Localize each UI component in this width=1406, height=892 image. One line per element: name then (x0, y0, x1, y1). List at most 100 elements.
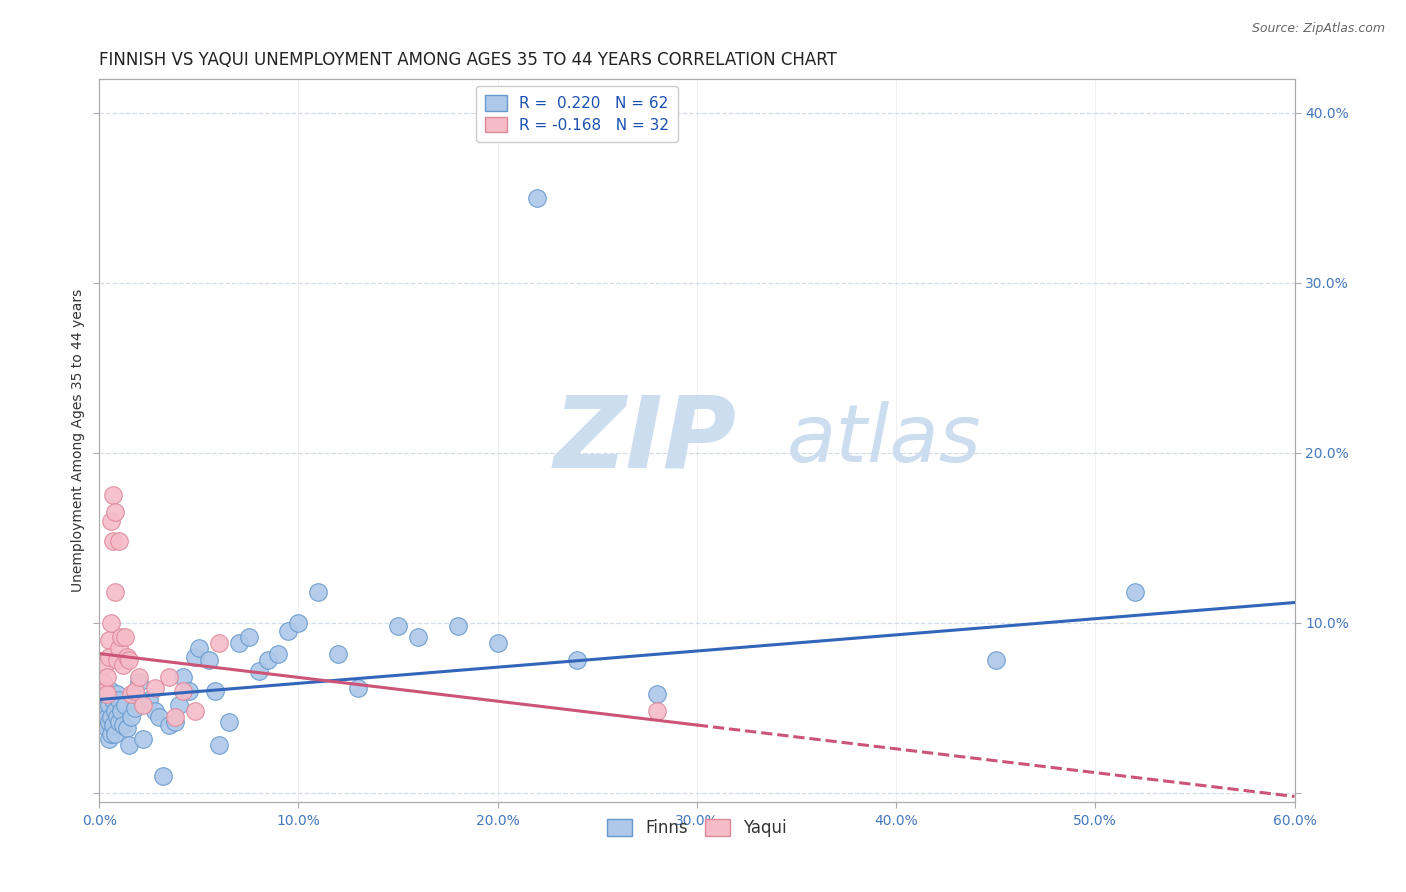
Point (94, 684, 117, 698)
Point (347, 681, 370, 695)
Point (98, 731, 121, 746)
Point (114, 698, 136, 712)
Point (100, 684, 122, 698)
Point (100, 726, 122, 740)
Point (108, 641, 131, 656)
Point (204, 684, 226, 698)
Point (172, 670, 194, 684)
Point (526, 191, 548, 205)
Point (1123, 585, 1146, 599)
Point (645, 705, 668, 719)
Point (104, 505, 127, 519)
Point (108, 534, 131, 549)
Point (115, 722, 138, 736)
Point (167, 698, 190, 712)
Point (118, 653, 141, 667)
Point (132, 698, 155, 712)
Point (94, 658, 117, 673)
Point (96, 722, 118, 736)
Point (218, 714, 240, 729)
Point (307, 585, 329, 599)
Point (208, 739, 231, 753)
Text: ZIP: ZIP (554, 392, 737, 489)
Point (328, 647, 350, 661)
Point (157, 670, 180, 684)
Point (104, 585, 127, 599)
Point (104, 705, 127, 719)
Point (208, 636, 231, 650)
Point (277, 624, 299, 639)
Legend: Finns, Yaqui: Finns, Yaqui (600, 813, 793, 844)
Point (124, 684, 146, 698)
Point (157, 718, 180, 732)
Point (238, 630, 260, 644)
Point (105, 709, 128, 723)
Point (96, 670, 118, 684)
Point (138, 692, 160, 706)
Point (148, 709, 170, 723)
Point (105, 687, 128, 701)
Point (132, 731, 155, 746)
Point (98, 650, 121, 665)
Point (287, 615, 309, 630)
Point (645, 687, 668, 701)
Point (187, 641, 209, 656)
Point (163, 714, 186, 729)
Point (110, 705, 132, 719)
Point (152, 769, 174, 783)
Point (115, 650, 138, 665)
Point (104, 726, 127, 740)
Point (96, 709, 118, 723)
Point (447, 619, 470, 633)
Point (100, 514, 122, 528)
Point (98, 632, 121, 647)
Point (184, 705, 207, 719)
Point (257, 653, 280, 667)
Point (96, 687, 118, 701)
Point (486, 636, 509, 650)
Point (143, 681, 166, 695)
Point (184, 650, 207, 665)
Point (114, 630, 136, 644)
Point (101, 692, 124, 706)
Point (406, 630, 429, 644)
Point (101, 488, 124, 502)
Point (267, 647, 290, 661)
Point (163, 709, 186, 723)
Point (118, 739, 141, 753)
Point (120, 709, 142, 723)
Point (100, 615, 122, 630)
Point (172, 684, 194, 698)
Point (91, 675, 114, 690)
Point (112, 658, 135, 673)
Text: FINNISH VS YAQUI UNEMPLOYMENT AMONG AGES 35 TO 44 YEARS CORRELATION CHART: FINNISH VS YAQUI UNEMPLOYMENT AMONG AGES… (100, 51, 837, 69)
Point (387, 619, 409, 633)
Point (98, 698, 121, 712)
Point (110, 630, 132, 644)
Point (228, 636, 250, 650)
Point (98, 714, 121, 729)
Text: Source: ZipAtlas.com: Source: ZipAtlas.com (1251, 22, 1385, 36)
Point (984, 653, 1007, 667)
Text: atlas: atlas (786, 401, 981, 479)
Point (91, 701, 114, 715)
Point (128, 675, 150, 690)
Point (101, 718, 124, 732)
Point (197, 653, 219, 667)
Point (567, 653, 589, 667)
Point (112, 718, 135, 732)
Point (177, 684, 200, 698)
Point (105, 653, 128, 667)
Point (143, 705, 166, 719)
Point (128, 670, 150, 684)
Point (120, 687, 142, 701)
Point (108, 692, 131, 706)
Point (94, 687, 117, 701)
Point (124, 701, 146, 715)
Point (247, 664, 270, 678)
Point (101, 534, 124, 549)
Point (94, 714, 117, 729)
Point (108, 714, 131, 729)
Y-axis label: Unemployment Among Ages 35 to 44 years: Unemployment Among Ages 35 to 44 years (72, 288, 86, 591)
Point (100, 709, 122, 723)
